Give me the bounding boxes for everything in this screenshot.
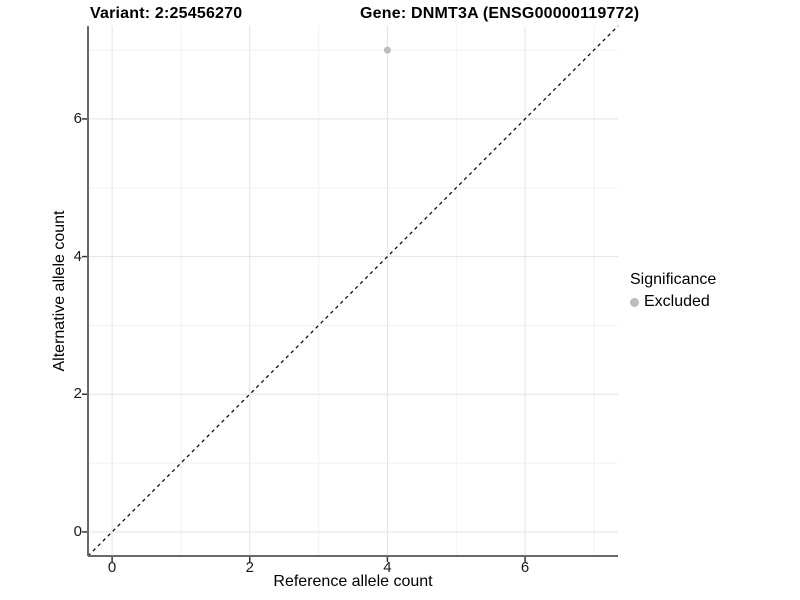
y-tick-label: 0 <box>73 522 82 540</box>
legend-point-icon <box>630 297 639 307</box>
legend: Significance Excluded <box>630 270 716 311</box>
data-point <box>383 46 391 54</box>
x-tick-label: 6 <box>520 559 530 576</box>
x-axis-title: Reference allele count <box>273 573 433 590</box>
legend-item-label: Excluded <box>644 293 710 310</box>
y-tick-label: 6 <box>73 109 82 127</box>
y-tick-label: 4 <box>73 247 82 265</box>
y-axis-title: Alternative allele count <box>51 210 68 372</box>
legend-item-excluded: Excluded <box>630 293 716 311</box>
legend-title: Significance <box>630 271 717 288</box>
x-tick-label: 0 <box>107 559 117 576</box>
x-tick-label: 4 <box>383 559 392 576</box>
plot-title-gene: Gene: DNMT3A (ENSG00000119772) <box>360 5 640 22</box>
plot-title-variant: Variant: 2:25456270 <box>90 5 243 22</box>
x-tick-label: 2 <box>245 559 254 576</box>
y-tick-label: 2 <box>73 385 82 403</box>
identity-dashed-line <box>87 25 619 557</box>
